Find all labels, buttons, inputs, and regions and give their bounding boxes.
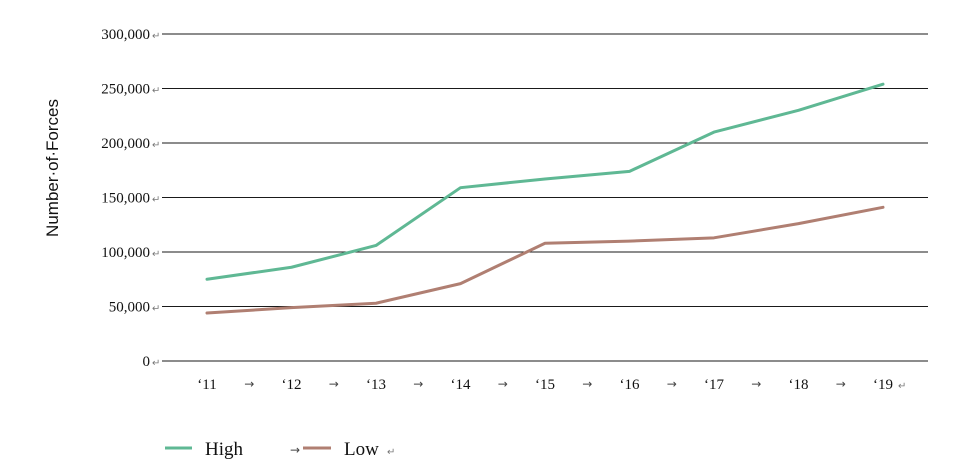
data-point [374, 244, 378, 247]
data-point [712, 130, 716, 134]
y-tick-label: 300,000 [101, 27, 150, 43]
data-point [459, 282, 462, 285]
series-low [205, 205, 885, 315]
legend-item-high: High [165, 439, 244, 460]
data-point [205, 311, 209, 315]
tab-arrow-icon: → [413, 377, 423, 391]
paragraph-mark-icon: ↵ [152, 304, 160, 315]
data-point [290, 266, 293, 269]
data-point [205, 278, 209, 281]
series-high [205, 82, 885, 281]
data-point [628, 239, 631, 243]
data-point [543, 177, 547, 181]
data-point [712, 236, 716, 240]
data-point [881, 206, 885, 209]
data-point [797, 109, 800, 112]
tab-arrow-icon: → [329, 377, 339, 391]
paragraph-mark-icon: ↵ [152, 249, 160, 260]
tab-arrow-icon: → [667, 377, 677, 391]
legend: High Low → ↵ [165, 439, 395, 460]
y-tick-label: 50,000 [109, 300, 150, 316]
series-line [205, 205, 885, 315]
tab-arrow-icon: → [836, 377, 846, 391]
x-tick-label: ‘16 [620, 377, 640, 393]
y-tick-labels: 300,000 ↵250,000 ↵200,000 ↵150,000 ↵100,000 ↵… [101, 27, 160, 370]
y-tick-label: 100,000 [101, 245, 150, 261]
series-lines [205, 82, 885, 315]
x-tick-label: ‘17 [704, 377, 724, 393]
tab-arrow-icon: → [582, 377, 592, 391]
data-point [628, 170, 631, 173]
data-point [543, 242, 547, 245]
x-tick-label: ‘19 [873, 377, 893, 393]
paragraph-mark-icon: ↵ [152, 195, 160, 206]
x-tick-label: ‘18 [789, 377, 809, 393]
x-tick-label: ‘12 [282, 377, 302, 393]
x-tick-label: ‘13 [366, 377, 386, 393]
paragraph-mark-icon: ↵ [152, 31, 160, 42]
x-tick-labels: ‘11 → ‘12 → ‘13 → ‘14 → ‘15 → ‘16 → ‘17 → ‘18 → ‘19 ↵ [197, 377, 906, 393]
y-tick-label: 200,000 [101, 136, 150, 152]
tab-arrow-icon: → [498, 377, 508, 391]
data-point [374, 302, 378, 305]
legend-label: High [205, 439, 244, 460]
paragraph-mark-icon: ↵ [152, 358, 160, 369]
legend-item-low: Low [303, 439, 379, 460]
series-line [205, 82, 885, 281]
y-axis-label: Number·of·Forces [43, 99, 62, 237]
paragraph-mark-icon: ↵ [387, 447, 395, 458]
tab-arrow-icon: → [290, 443, 300, 457]
legend-label: Low [344, 439, 379, 460]
data-point [881, 82, 885, 86]
y-tick-label: 0 [143, 354, 151, 370]
x-tick-label: ‘11 [197, 377, 216, 393]
x-tick-label: ‘14 [451, 377, 471, 393]
y-tick-label: 150,000 [101, 191, 150, 207]
tab-arrow-icon: → [751, 377, 761, 391]
data-point [797, 222, 800, 225]
gridlines [162, 33, 928, 362]
tab-arrow-icon: → [244, 377, 254, 391]
paragraph-mark-icon: ↵ [152, 86, 160, 97]
y-tick-label: 250,000 [101, 82, 150, 98]
x-tick-label: ‘15 [535, 377, 555, 393]
paragraph-mark-icon: ↵ [898, 381, 906, 392]
data-point [290, 306, 293, 309]
paragraph-mark-icon: ↵ [152, 140, 160, 151]
data-point [459, 186, 462, 189]
